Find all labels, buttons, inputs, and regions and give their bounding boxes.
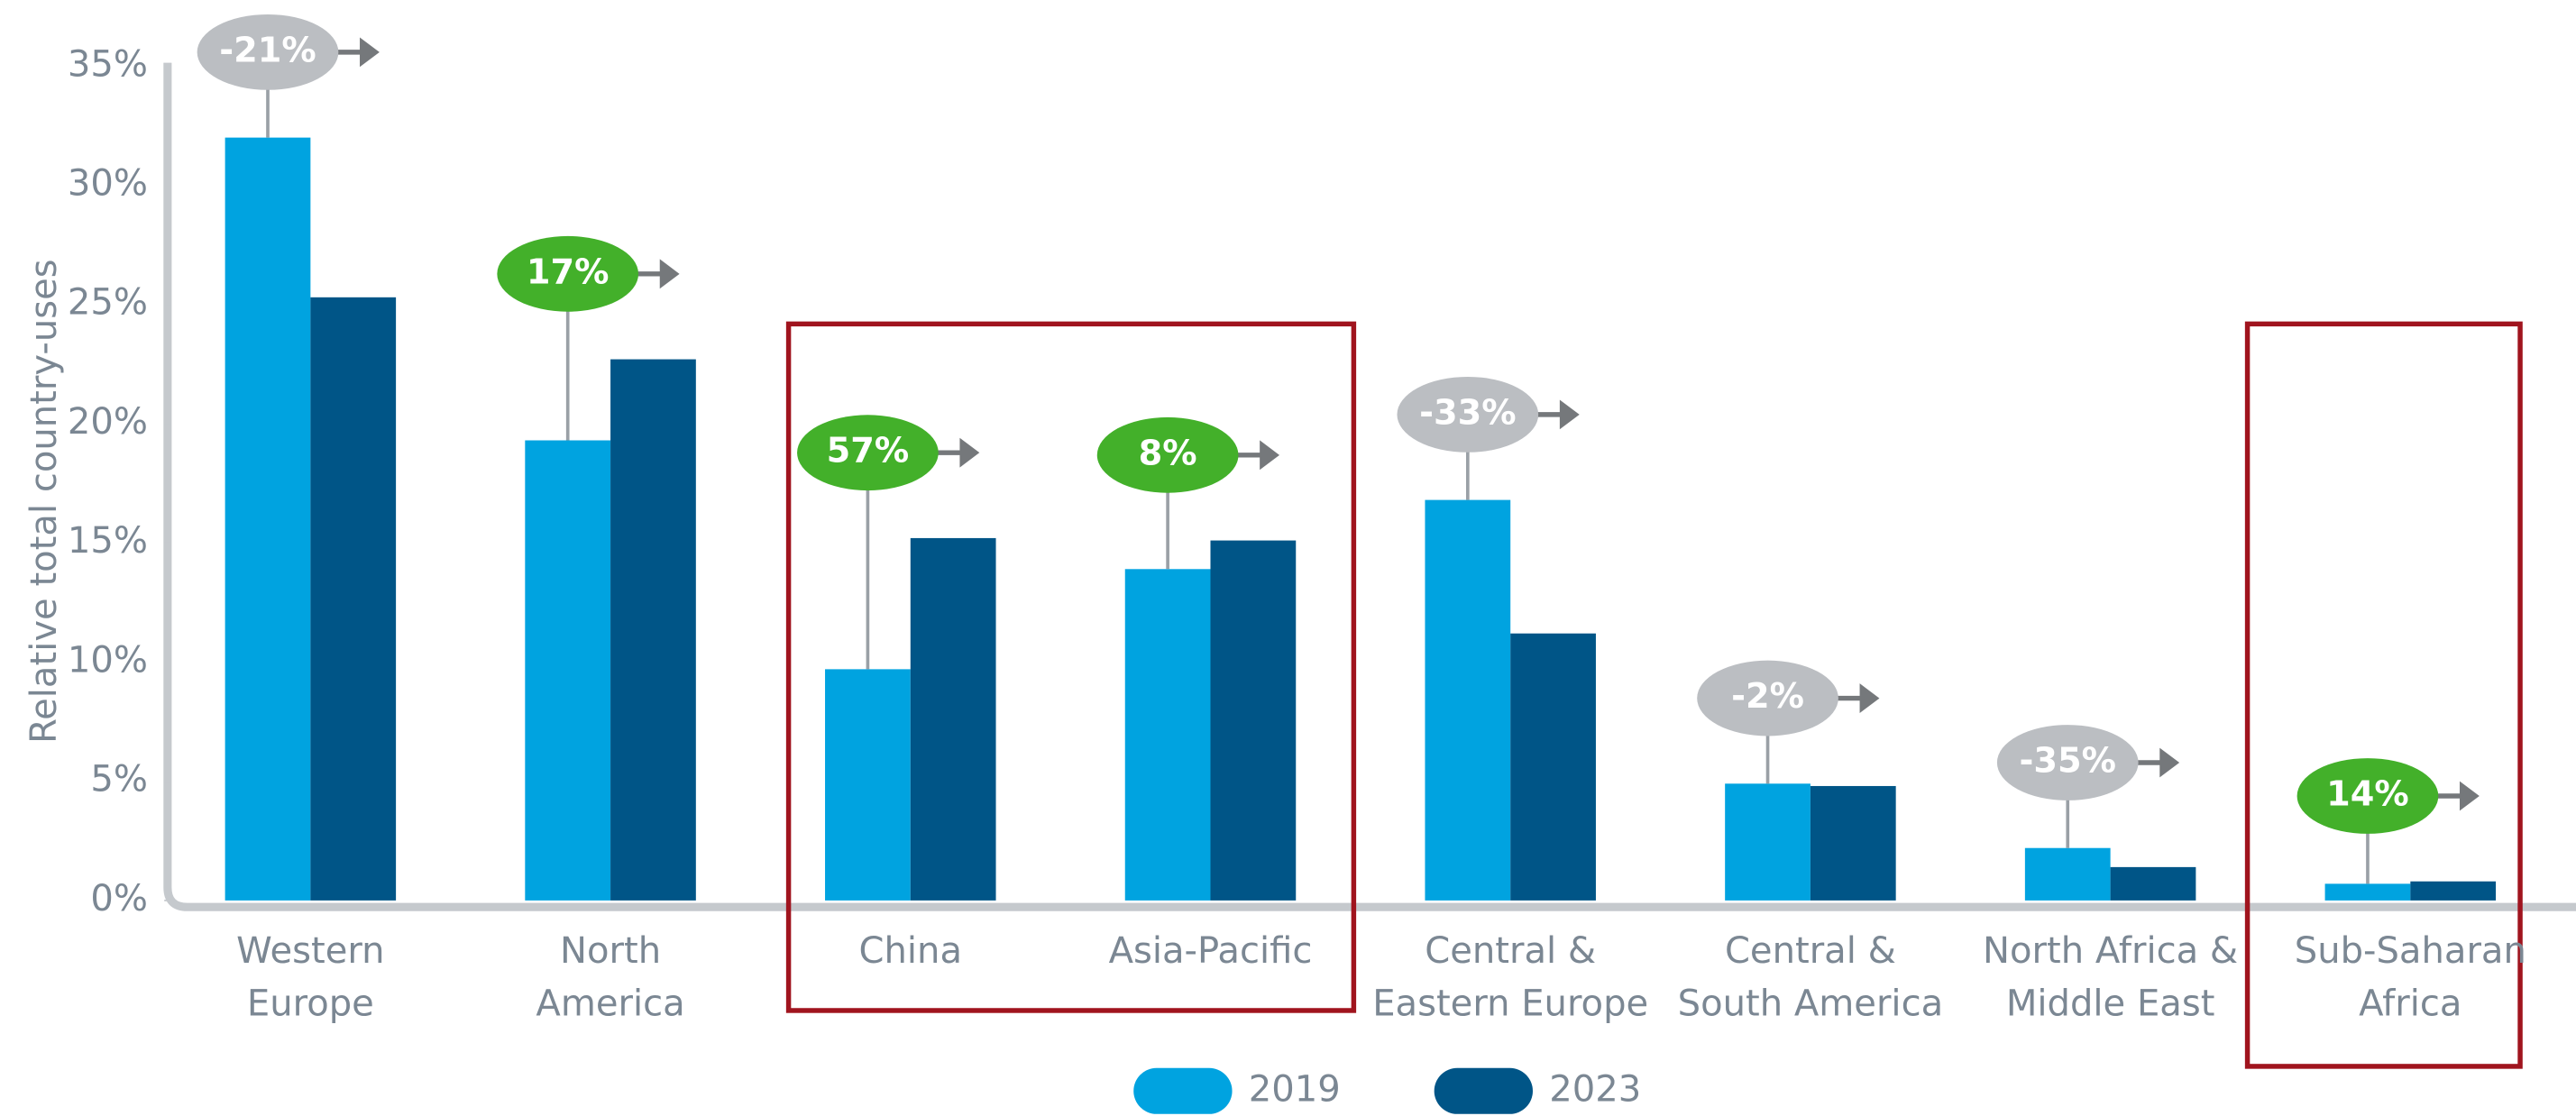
y-tick-label: 20% [68, 401, 148, 443]
annotation-bubble [1096, 416, 1239, 493]
annotation-arrow [360, 37, 380, 68]
bar [910, 537, 996, 901]
y-tick-label: 5% [90, 759, 148, 800]
x-tick-label: Central & [1425, 930, 1596, 972]
y-tick-label: 35% [68, 43, 148, 85]
x-tick-label: Central & [1725, 930, 1896, 972]
bar [225, 137, 311, 901]
annotation-arrow [2459, 781, 2480, 811]
annotation-bubble [497, 235, 639, 312]
x-tick-label: Middle East [2006, 983, 2215, 1025]
annotation-bubble [1397, 376, 1539, 453]
bar [310, 297, 397, 901]
bar [1510, 633, 1596, 901]
bar [1425, 499, 1511, 901]
bar [1810, 785, 1896, 901]
bar [525, 440, 611, 901]
x-tick-label: Western [236, 930, 384, 972]
x-tick-label: America [536, 983, 684, 1025]
x-tick-label: Eastern Europe [1372, 983, 1648, 1025]
legend-swatch [1133, 1067, 1233, 1114]
bar [1210, 540, 1297, 901]
annotation-bubble [197, 14, 339, 90]
legend-label: 2023 [1549, 1068, 1641, 1110]
y-tick-label: 0% [90, 878, 148, 919]
annotation-bubble [1697, 660, 1838, 736]
annotation-arrow [659, 259, 680, 289]
bar [1725, 783, 1811, 901]
legend-label: 2019 [1249, 1068, 1341, 1110]
annotation-label: 57% [827, 431, 910, 471]
annotation-label: -33% [1419, 392, 1516, 433]
annotation-bubble [797, 415, 939, 491]
bar [610, 359, 696, 901]
highlight-box [2244, 321, 2523, 1069]
y-tick-label: 10% [68, 639, 148, 681]
bar [825, 669, 911, 901]
annotation-label: -21% [219, 30, 316, 70]
x-tick-label: Africa [2359, 983, 2461, 1025]
x-tick-label: Sub-Saharan [2295, 930, 2526, 972]
annotation-label: -35% [2020, 740, 2116, 781]
annotation-arrow [2159, 747, 2180, 778]
annotation-bubble [2296, 758, 2439, 834]
annotation-arrow [1559, 399, 1580, 430]
bar [2410, 881, 2497, 901]
bar [2324, 883, 2411, 901]
x-tick-label: South America [1678, 983, 1944, 1025]
x-tick-label: Europe [247, 983, 374, 1025]
annotation-label: -2% [1731, 676, 1804, 717]
annotation-label: 17% [527, 252, 610, 292]
legend-swatch [1434, 1067, 1533, 1114]
annotation-bubble [1996, 725, 2139, 800]
y-axis-label: Relative total country-uses [23, 259, 65, 744]
y-tick-label: 30% [68, 163, 148, 205]
annotation-arrow [1859, 683, 1880, 713]
x-tick-label: North [560, 930, 661, 972]
annotation-label: 8% [1139, 433, 1197, 473]
axis [163, 62, 2576, 911]
x-tick-label: China [859, 930, 962, 972]
annotation-label: 14% [2326, 773, 2409, 814]
highlight-box [785, 321, 1357, 1013]
bar [2024, 847, 2111, 901]
bar [2110, 866, 2196, 901]
y-tick-label: 25% [68, 282, 148, 324]
annotation-arrow [959, 437, 980, 468]
x-tick-label: Asia-Pacific [1109, 930, 1313, 972]
bar [1124, 569, 1211, 901]
annotation-arrow [1260, 440, 1280, 471]
y-tick-label: 15% [68, 520, 148, 562]
x-tick-label: North Africa & [1983, 930, 2238, 972]
